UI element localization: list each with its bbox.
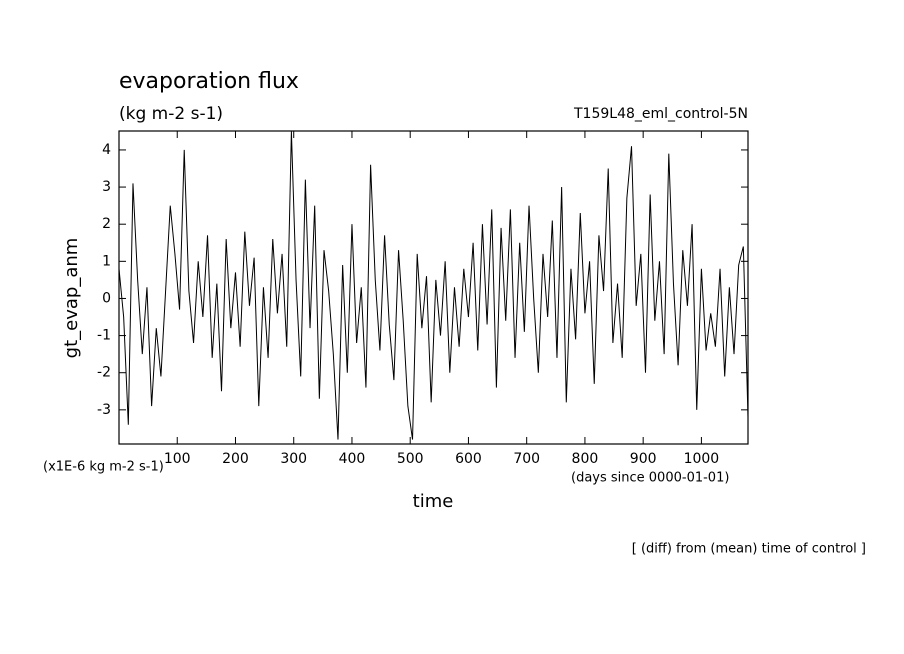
x-tick-label: 600 — [455, 451, 482, 467]
x-tick-label: 100 — [164, 451, 191, 467]
y-unit: (x1E-6 kg m-2 s-1) — [43, 460, 164, 475]
data-line — [118, 131, 749, 440]
y-tick-label: -1 — [97, 328, 111, 344]
x-tick-label: 700 — [513, 451, 540, 467]
y-tick-label: 1 — [102, 253, 111, 269]
x-tick-label: 200 — [222, 451, 249, 467]
chart-subtitle: (kg m-2 s-1) — [119, 104, 223, 124]
y-axis-label: gt_evap_anm — [61, 238, 82, 359]
y-tick-label: 3 — [102, 179, 111, 195]
x-tick-label: 900 — [630, 451, 657, 467]
y-tick-label: -2 — [97, 365, 111, 381]
run-label: T159L48_eml_control-5N — [573, 106, 748, 122]
y-tick-label: -3 — [97, 402, 111, 418]
x-tick-label: 500 — [397, 451, 424, 467]
y-tick-label: 2 — [102, 216, 111, 232]
note: [ (diff) from (mean) time of control ] — [632, 542, 866, 557]
x-tick-label: 400 — [339, 451, 366, 467]
y-tick-label: 0 — [102, 290, 111, 306]
x-tick-label: 800 — [572, 451, 599, 467]
x-axis-label: time — [413, 491, 454, 512]
x-unit: (days since 0000-01-01) — [571, 471, 729, 486]
x-tick-label: 1000 — [684, 451, 720, 467]
y-tick-label: 4 — [102, 142, 111, 158]
plot-frame — [118, 130, 749, 445]
chart-title: evaporation flux — [119, 69, 299, 94]
x-tick-label: 300 — [280, 451, 307, 467]
